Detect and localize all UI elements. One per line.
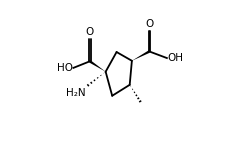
- Text: OH: OH: [167, 53, 183, 63]
- Polygon shape: [132, 50, 150, 61]
- Polygon shape: [89, 60, 106, 72]
- Text: O: O: [145, 19, 153, 29]
- Text: O: O: [86, 27, 94, 37]
- Text: HO: HO: [57, 63, 73, 73]
- Text: H₂N: H₂N: [66, 88, 86, 98]
